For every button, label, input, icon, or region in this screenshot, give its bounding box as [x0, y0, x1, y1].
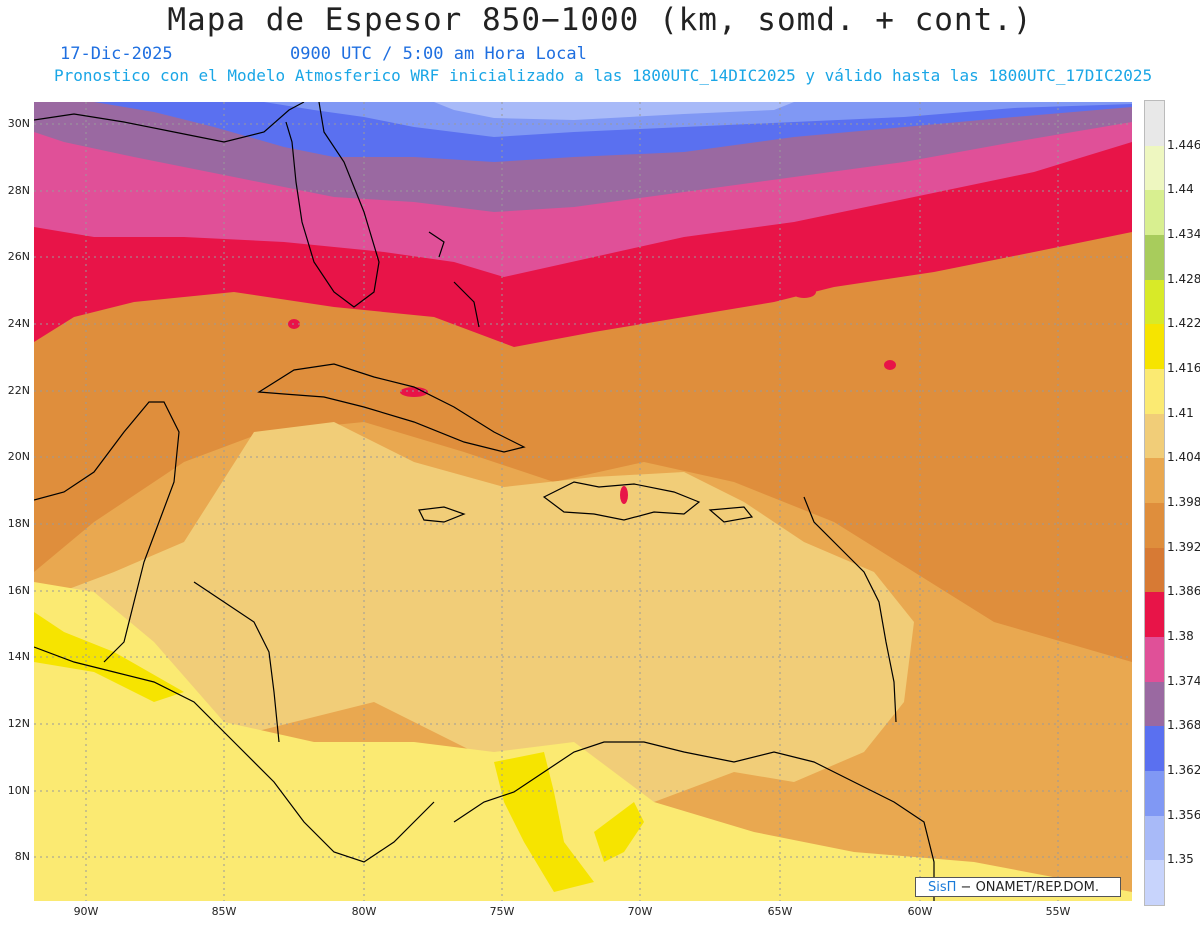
colorbar-label: 1.428: [1167, 271, 1200, 286]
lon-label: 90W: [73, 905, 99, 918]
colorbar-label: 1.374: [1167, 673, 1200, 688]
lon-label: 60W: [907, 905, 933, 918]
colorbar: [1144, 100, 1165, 906]
lat-label: 16N: [7, 584, 30, 597]
lat-label: 12N: [7, 717, 30, 730]
colorbar-segment: [1145, 637, 1164, 683]
colorbar-segment: [1145, 101, 1164, 147]
lat-label: 20N: [7, 450, 30, 463]
band-1404: [34, 422, 914, 802]
colorbar-label: 1.44: [1167, 182, 1194, 197]
colorbar-segment: [1145, 190, 1164, 236]
colorbar-label: 1.416: [1167, 361, 1200, 375]
colorbar-label: 1.434: [1167, 227, 1200, 241]
colorbar-segment: [1145, 815, 1164, 861]
colorbar-segment: [1145, 681, 1164, 727]
colorbar-label: 1.392: [1167, 539, 1200, 554]
thickness-map: [34, 102, 1132, 901]
lon-label: 75W: [489, 905, 515, 918]
lat-label: 8N: [14, 850, 30, 863]
colorbar-segment: [1145, 279, 1164, 325]
forecast-time: 0900 UTC / 5:00 am Hora Local: [290, 44, 587, 64]
band-1356: [434, 102, 794, 120]
lon-label: 70W: [627, 905, 653, 918]
band-1410: [34, 582, 1132, 901]
coastlines: [34, 102, 935, 901]
model-info: Pronostico con el Modelo Atmosferico WRF…: [54, 66, 1153, 85]
colorbar-segment: [1145, 860, 1164, 906]
colorbar-segment: [1145, 235, 1164, 281]
colorbar-label: 1.35: [1167, 852, 1194, 867]
credit-brand: SisΠ: [928, 880, 957, 895]
lat-label: 24N: [7, 317, 30, 330]
colorbar-segment: [1145, 771, 1164, 817]
lon-label: 85W: [211, 905, 237, 918]
colorbar-label: 1.398: [1167, 495, 1200, 509]
colorbar-label: 1.41: [1167, 405, 1194, 420]
lat-label: 18N: [7, 517, 30, 530]
colorbar-label: 1.368: [1167, 718, 1200, 733]
forecast-date: 17-Dic-2025: [60, 44, 173, 64]
credit-box: SisΠ − ONAMET/REP.DOM.: [915, 877, 1121, 897]
colorbar-segment: [1145, 413, 1164, 459]
colorbar-segment: [1145, 458, 1164, 504]
map-title: Mapa de Espesor 850−1000 (km, somd. + co…: [167, 2, 1033, 38]
colorbar-segment: [1145, 547, 1164, 593]
patch: [792, 286, 816, 298]
patch: [884, 360, 896, 370]
lat-label: 28N: [7, 184, 30, 197]
band-1416c: [594, 802, 644, 862]
colorbar-segment: [1145, 503, 1164, 549]
colorbar-segment: [1145, 145, 1164, 191]
graticule: [34, 102, 1132, 901]
colorbar-segment: [1145, 324, 1164, 370]
credit-text: − ONAMET/REP.DOM.: [956, 880, 1099, 895]
lat-label: 22N: [7, 384, 30, 397]
lat-label: 26N: [7, 250, 30, 263]
lon-label: 80W: [351, 905, 377, 918]
lon-label: 55W: [1045, 905, 1071, 918]
patch: [620, 486, 628, 504]
lat-label: 14N: [7, 650, 30, 663]
colorbar-label: 1.404: [1167, 450, 1200, 465]
colorbar-segment: [1145, 592, 1164, 638]
patch: [400, 387, 428, 397]
colorbar-label: 1.362: [1167, 763, 1200, 777]
colorbar-label: 1.386: [1167, 584, 1200, 599]
colorbar-label: 1.38: [1167, 629, 1194, 643]
lat-label: 10N: [7, 784, 30, 797]
colorbar-label: 1.356: [1167, 807, 1200, 822]
colorbar-segment: [1145, 726, 1164, 772]
lat-label: 30N: [7, 117, 30, 130]
colorbar-label: 1.422: [1167, 316, 1200, 331]
colorbar-segment: [1145, 369, 1164, 415]
colorbar-label: 1.446: [1167, 137, 1200, 152]
lon-label: 65W: [767, 905, 793, 918]
